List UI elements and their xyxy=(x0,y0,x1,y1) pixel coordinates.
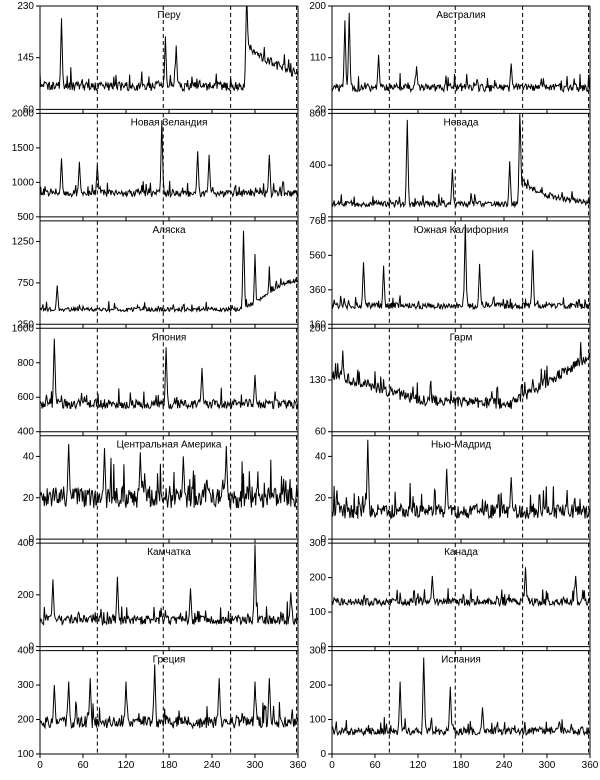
time-series-line xyxy=(332,13,590,92)
xtick-label: 180 xyxy=(453,760,470,771)
panel-title: Япония xyxy=(152,332,187,343)
xtick-label: 300 xyxy=(247,760,264,771)
ytick-label: 200 xyxy=(309,680,326,691)
xtick-label: 120 xyxy=(410,760,427,771)
panel: 02040Центральная Америка xyxy=(23,436,298,545)
ytick-label: 200 xyxy=(309,573,326,584)
ytick-label: 200 xyxy=(309,1,326,12)
ytick-label: 40 xyxy=(315,451,327,462)
xtick-label: 0 xyxy=(37,760,43,771)
time-series-line xyxy=(332,657,590,734)
ytick-label: 800 xyxy=(17,358,34,369)
ytick-label: 300 xyxy=(17,680,34,691)
time-series-line xyxy=(40,664,298,728)
ytick-label: 600 xyxy=(17,392,34,403)
ytick-label: 400 xyxy=(17,538,34,549)
xtick-label: 360 xyxy=(582,760,599,771)
time-series-line xyxy=(40,120,298,197)
panel-title: Гарм xyxy=(450,332,473,343)
panel: 2507501250Аляска xyxy=(12,221,298,330)
ytick-label: 760 xyxy=(309,216,326,227)
time-series-line xyxy=(332,342,590,409)
time-series-line xyxy=(332,440,590,519)
ytick-label: 300 xyxy=(309,538,326,549)
xtick-label: 60 xyxy=(77,760,89,771)
ytick-label: 1500 xyxy=(12,143,35,154)
ytick-label: 20 xyxy=(315,493,327,504)
ytick-label: 400 xyxy=(17,646,34,657)
ytick-label: 100 xyxy=(309,607,326,618)
panel: 60 130 200 Гарм xyxy=(309,323,590,437)
panel-title: Аляска xyxy=(152,225,186,236)
ytick-label: 800 xyxy=(309,108,326,119)
ytick-label: 145 xyxy=(17,53,34,64)
panel: 0100200300Канада xyxy=(309,538,590,652)
panel: 20110200Австралия xyxy=(309,1,590,115)
ytick-label: 400 xyxy=(309,160,326,171)
time-series-line xyxy=(332,224,590,309)
panel-title: Центральная Америка xyxy=(117,440,222,451)
xtick-label: 360 xyxy=(290,760,307,771)
panel: 500 1000 1500 2000 Новая Зеландия xyxy=(12,108,298,222)
ytick-label: 360 xyxy=(309,285,326,296)
ytick-label: 2000 xyxy=(12,108,35,119)
xtick-label: 300 xyxy=(539,760,556,771)
time-series-line xyxy=(40,339,298,409)
panel: 400 600 800 1000 Япония xyxy=(12,323,298,437)
panel: 0200400Камчатка xyxy=(17,538,298,652)
panel-title: Австралия xyxy=(436,10,485,21)
panel-title: Канада xyxy=(444,547,478,558)
ytick-label: 560 xyxy=(309,250,326,261)
ytick-label: 1000 xyxy=(12,323,35,334)
panel-title: Испания xyxy=(441,655,481,666)
panel-title: Греция xyxy=(153,655,186,666)
time-series-line xyxy=(332,567,590,606)
ytick-label: 200 xyxy=(17,715,34,726)
panel: 60145230Перу xyxy=(17,1,298,115)
panel-title: Невада xyxy=(444,117,479,128)
xtick-label: 120 xyxy=(118,760,135,771)
ytick-label: 300 xyxy=(309,646,326,657)
ytick-label: 400 xyxy=(17,427,34,438)
xtick-label: 180 xyxy=(161,760,178,771)
panel-title: Южная Калифорния xyxy=(414,224,509,236)
ytick-label: 100 xyxy=(309,715,326,726)
time-series-line xyxy=(40,444,298,508)
svg-canvas: 60145230Перу20110200Австралия50010001500… xyxy=(0,0,600,780)
ytick-label: 0 xyxy=(320,749,326,760)
xtick-label: 60 xyxy=(369,760,381,771)
multi-panel-figure: 60145230Перу20110200Австралия50010001500… xyxy=(0,0,600,780)
xtick-label: 240 xyxy=(204,760,221,771)
ytick-label: 1250 xyxy=(12,237,35,248)
panel: 160360560760Южная Калифорния xyxy=(309,216,590,330)
panel: 100 200 300 400 0 60 120 180 240 300 360 Греция xyxy=(17,646,306,771)
xtick-label: 0 xyxy=(329,760,335,771)
ytick-label: 230 xyxy=(17,1,34,12)
ytick-label: 750 xyxy=(17,278,34,289)
ytick-label: 60 xyxy=(315,427,327,438)
panel: 0400800Невада xyxy=(309,108,590,222)
xtick-label: 240 xyxy=(496,760,513,771)
ytick-label: 20 xyxy=(23,493,35,504)
panel-title: Камчатка xyxy=(147,547,191,558)
panel-title: Нью-Мадрид xyxy=(431,440,491,451)
panel: 0 100 200 300 0 60 120 180 240 300 360 Испания xyxy=(309,646,598,771)
time-series-line xyxy=(40,231,298,312)
ytick-label: 130 xyxy=(309,375,326,386)
ytick-label: 100 xyxy=(17,749,34,760)
panel-title: Новая Зеландия xyxy=(131,117,208,128)
ytick-label: 200 xyxy=(309,323,326,334)
ytick-label: 200 xyxy=(17,590,34,601)
panel: 02040Нью-Мадрид xyxy=(315,436,590,545)
ytick-label: 110 xyxy=(310,53,326,64)
ytick-label: 1000 xyxy=(12,177,35,188)
ytick-label: 40 xyxy=(23,451,35,462)
ytick-label: 500 xyxy=(17,212,34,223)
panel-title: Перу xyxy=(157,10,180,21)
